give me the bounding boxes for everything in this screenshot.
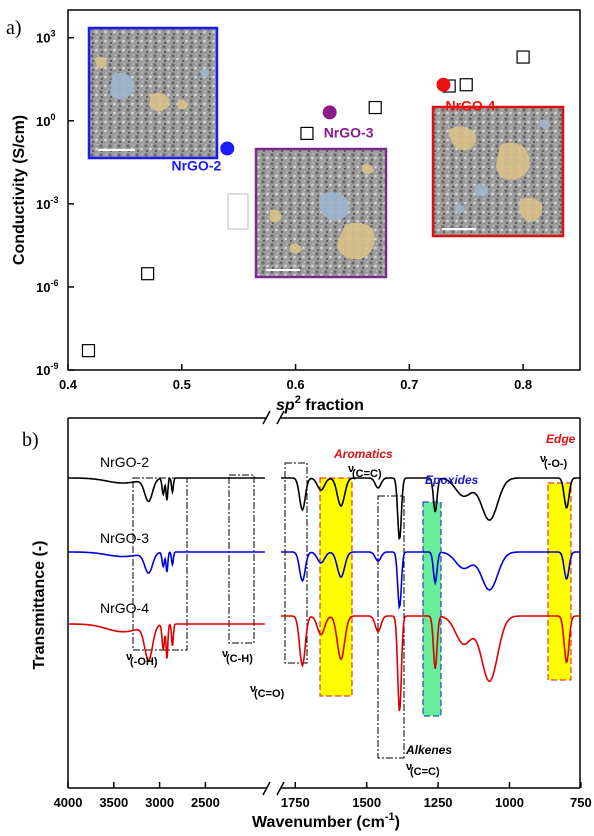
highlighted-point <box>220 141 235 156</box>
inset-nrgo2-image <box>87 26 219 160</box>
panel-b-axis-break <box>262 410 285 796</box>
x-tick-label: 2500 <box>191 795 220 810</box>
svg-text:(-O-): (-O-) <box>544 458 568 470</box>
svg-text:ν: ν <box>222 648 228 660</box>
svg-text:ν: ν <box>348 463 354 475</box>
ann-ch: ν (C-H) <box>222 648 253 665</box>
ann-oh: ν (-OH) <box>126 651 158 668</box>
y-tick-label: 10-6 <box>36 278 58 295</box>
svg-text:ν: ν <box>126 651 132 663</box>
x-tick-label: 4000 <box>54 795 83 810</box>
series-label-nrgo2: NrGO-2 <box>100 454 149 470</box>
x-tick-label: 1000 <box>495 795 524 810</box>
blank-placeholder-box <box>227 193 249 230</box>
series-label-nrgo4: NrGO-4 <box>100 600 149 616</box>
panel-a-x-axis-label: sp2 fraction <box>276 394 364 414</box>
inset-nrgo3-frame <box>254 147 388 279</box>
panel-a-highlighted-points: NrGO-2 NrGO-3 NrGO-4 <box>171 77 495 173</box>
spectrum-line-nrgo-4 <box>281 615 581 712</box>
group-boxes <box>132 462 405 759</box>
y-tick-label: 100 <box>36 112 55 129</box>
x-tick-label: 0.5 <box>173 377 191 392</box>
svg-text:Epoxides: Epoxides <box>425 473 479 487</box>
ann-alkenes: Alkenes ν (C=C) <box>405 743 452 778</box>
x-tick-label: 1500 <box>352 795 381 810</box>
inset-nrgo4-frame <box>431 105 565 238</box>
ann-co: ν (C=O) <box>250 683 285 700</box>
svg-text:ν: ν <box>250 683 256 695</box>
spectrum-line-nrgo-2 <box>281 477 581 540</box>
svg-text:(C-H): (C-H) <box>226 653 253 665</box>
spectrum-line-nrgo-3 <box>281 551 581 611</box>
highlighted-point-label: NrGO-2 <box>171 157 221 173</box>
ann-edge: Edge ν (-O-) <box>540 432 576 470</box>
inset-nrgo4-image <box>431 105 565 238</box>
panel-b-frame <box>67 417 581 789</box>
spectrum-line-nrgo-4 <box>68 623 265 662</box>
reference-point <box>459 78 473 92</box>
ann-epoxides: Epoxides <box>425 473 479 487</box>
svg-text:(C=C): (C=C) <box>352 468 382 480</box>
highlighted-point-label: NrGO-4 <box>445 98 495 114</box>
y-tick-label: 10-3 <box>36 195 58 212</box>
inset-nrgo2-frame <box>87 26 219 160</box>
x-tick-label: 0.6 <box>287 377 305 392</box>
panel-b-y-axis-label: Transmittance (-) <box>31 541 48 670</box>
svg-text:Aromatics: Aromatics <box>333 447 393 461</box>
svg-text:Alkenes: Alkenes <box>405 743 452 757</box>
x-tick-label: 3000 <box>145 795 174 810</box>
y-tick-label: 103 <box>36 29 55 46</box>
highlighted-point <box>322 105 337 120</box>
highlighted-point <box>436 77 451 92</box>
reference-point <box>81 344 96 358</box>
panel-b-x-ticks: 4000 3500 3000 2500 1750 1500 1250 1000 750 <box>54 782 592 810</box>
x-tick-label: 0.8 <box>514 377 532 392</box>
panel-b-letter: b) <box>22 429 39 451</box>
panel-a-y-axis-label: Conductivity (S/cm) <box>11 115 28 265</box>
x-tick-label: 1750 <box>281 795 310 810</box>
spectrum-line-nrgo-3 <box>68 551 265 574</box>
svg-text:Edge: Edge <box>546 432 576 446</box>
reference-point <box>368 100 382 115</box>
svg-text:(C=O): (C=O) <box>254 688 285 700</box>
panel-a-x-ticks: 0.4 0.5 0.6 0.7 0.8 <box>59 364 532 392</box>
panel-a-data-points <box>81 50 530 358</box>
svg-text:ν: ν <box>540 453 546 465</box>
panel-a-letter: a) <box>6 17 22 39</box>
series-label-nrgo3: NrGO-3 <box>100 530 149 546</box>
reference-point <box>300 126 314 140</box>
svg-text:(-OH): (-OH) <box>130 656 158 668</box>
spectra <box>68 477 581 712</box>
x-tick-label: 3500 <box>99 795 128 810</box>
x-tick-label: 1250 <box>424 795 453 810</box>
highlight-bands <box>319 477 572 717</box>
x-tick-label: 0.4 <box>59 377 78 392</box>
panel-b-x-axis-label: Wavenumber (cm-1) <box>252 811 400 831</box>
spectrum-line-nrgo-2 <box>68 477 265 503</box>
ann-aromatics: Aromatics ν (C=C) <box>333 447 393 480</box>
svg-text:(C=C): (C=C) <box>410 766 440 778</box>
highlighted-point-label: NrGO-3 <box>324 124 374 140</box>
panel-a-y-ticks: 103 100 10-3 10-6 10-9 <box>36 29 74 378</box>
x-tick-label: 0.7 <box>400 377 418 392</box>
svg-text:ν: ν <box>406 761 412 773</box>
y-tick-label: 10-9 <box>36 361 58 378</box>
reference-point <box>141 267 155 281</box>
panel-a-frame <box>67 9 581 371</box>
x-tick-label: 750 <box>570 795 592 810</box>
inset-nrgo3-image <box>254 147 388 279</box>
reference-point <box>516 50 530 64</box>
